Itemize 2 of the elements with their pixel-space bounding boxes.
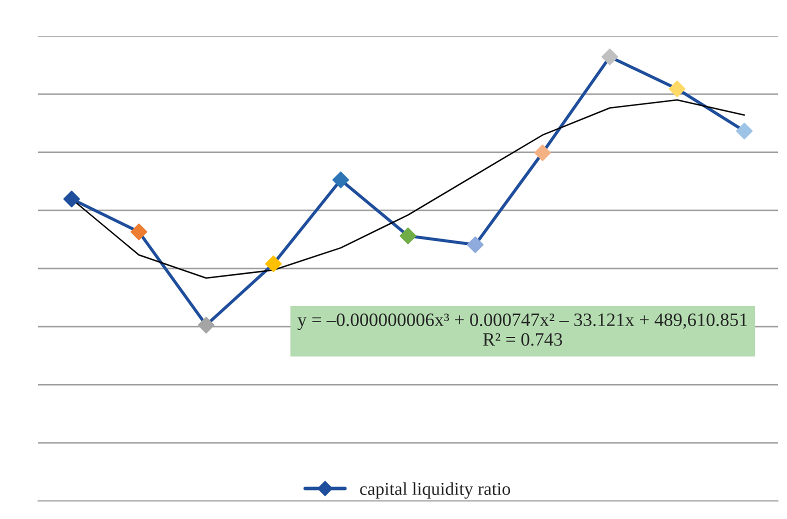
legend-label: capital liquidity ratio: [360, 482, 510, 499]
annotation: y = –0.000000006x³ + 0.000747x² – 33.121x + 489,610.851 R² = 0.743: [298, 313, 747, 346]
